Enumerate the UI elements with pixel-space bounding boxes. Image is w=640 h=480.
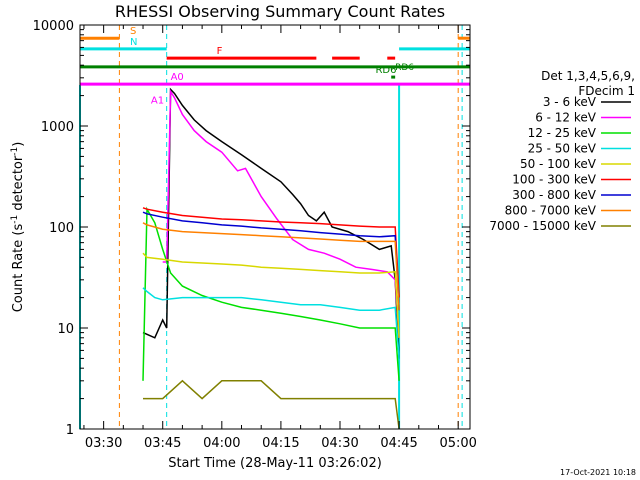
x-tick-label: 04:00 — [203, 436, 240, 451]
legend-label-3-6-kev: 3 - 6 keV — [543, 95, 597, 109]
series-line-50-100-kev — [142, 252, 400, 338]
y-axis: 1 10 100 1000 10000 — [33, 19, 470, 438]
flag-s-label: S — [130, 26, 136, 37]
flag-n-label: N — [130, 37, 137, 48]
y-tick-label: 100 — [49, 221, 74, 236]
legend-label-25-50-kev: 25 - 50 keV — [528, 142, 597, 156]
series-line-300-800-kev — [142, 211, 400, 311]
x-tick-label: 03:30 — [85, 436, 122, 451]
flag-rd6-label: RD6 — [395, 63, 414, 73]
x-tick-label: 04:15 — [262, 436, 299, 451]
x-tick-label: 04:30 — [321, 436, 358, 451]
plot-frame — [79, 24, 471, 430]
footer-timestamp: 17-Oct-2021 10:18 — [560, 468, 636, 477]
flag-a0-label: A0 — [171, 72, 184, 83]
series-line-25-50-kev — [142, 287, 400, 359]
legend-header: Det 1,3,4,5,6,9, — [541, 69, 635, 83]
legend-label-7000-15000-kev: 7000 - 15000 keV — [489, 219, 596, 233]
legend-label-800-7000-kev: 800 - 7000 keV — [505, 204, 597, 218]
series-line-100-300-kev — [142, 207, 400, 298]
y-tick-label: 10000 — [33, 19, 74, 34]
y-axis-label: Count Rate (s-1 detector-1) — [10, 142, 26, 313]
x-tick-label: 04:45 — [380, 436, 417, 451]
flag-a1-label: A1 — [151, 95, 164, 106]
series-line-6-12-kev — [162, 88, 400, 338]
series-line-12-25-kev — [142, 206, 400, 381]
y-tick-label: 1 — [66, 423, 74, 438]
chart-title: RHESSI Observing Summary Count Rates — [115, 2, 445, 21]
legend: Det 1,3,4,5,6,9,FDecim 13 - 6 keV 6 - 12 … — [489, 69, 635, 233]
series-line-800-7000-kev — [142, 222, 400, 311]
legend-label-50-100-kev: 50 - 100 keV — [520, 157, 597, 171]
y-tick-label: 1000 — [41, 120, 74, 135]
legend-label-12-25-kev: 12 - 25 keV — [528, 126, 597, 140]
legend-label-100-300-kev: 100 - 300 keV — [512, 173, 596, 187]
legend-label-300-800-kev: 300 - 800 keV — [512, 188, 596, 202]
x-axis: 03:30 03:45 04:00 04:15 04:30 04:45 05:00 — [83, 25, 477, 451]
series-line-3-6-kev — [142, 87, 400, 359]
x-tick-label: 05:00 — [439, 436, 476, 451]
legend-label-6-12-kev: 6 - 12 keV — [535, 111, 597, 125]
legend-header: FDecim 1 — [578, 84, 635, 98]
x-tick-label: 03:45 — [144, 436, 181, 451]
flag-f-label: F — [217, 46, 223, 57]
x-axis-label: Start Time (28-May-11 03:26:02) — [168, 456, 382, 471]
flag-rd6-label: RD6 — [375, 65, 396, 76]
series-line-7000-15000-kev — [143, 379, 400, 430]
y-tick-label: 10 — [57, 322, 74, 337]
series-group — [142, 87, 400, 430]
